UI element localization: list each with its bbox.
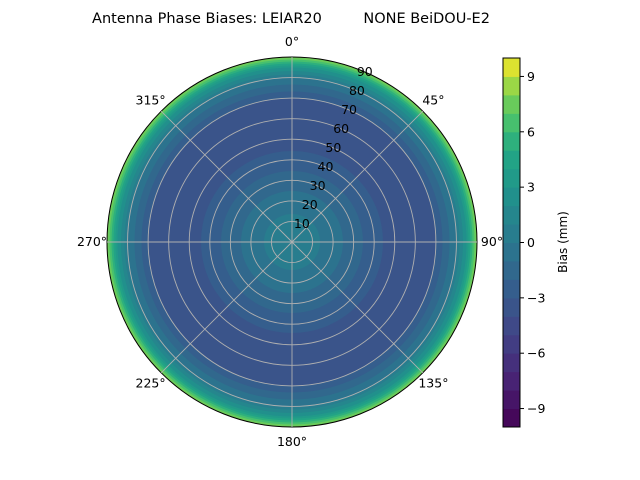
colorbar-tick-label: −3 [527, 290, 545, 305]
colorbar-segment [503, 113, 520, 133]
colorbar-segment [503, 408, 520, 428]
colorbar-segment [503, 131, 520, 151]
polar-grid [106, 56, 478, 428]
colorbar-segment [503, 260, 520, 280]
colorbar-segment [503, 316, 520, 336]
colorbar-segment [503, 334, 520, 354]
theta-tick-label: 315° [136, 93, 166, 108]
colorbar-tick-label: 0 [527, 235, 535, 250]
colorbar-segment [503, 242, 520, 262]
colorbar-segment [503, 353, 520, 373]
colorbar-segment [503, 187, 520, 207]
angular-gridline [291, 241, 424, 374]
axis-labels: 0° 45° 90° 135° 180° 225° 270° 315° 10 20 30 40 50 60… [77, 34, 503, 449]
radial-tick-label: 50 [325, 140, 341, 155]
radial-tick-label: 30 [310, 178, 326, 193]
radial-tick-label: 60 [333, 121, 349, 136]
angular-gridline [160, 110, 293, 243]
colorbar-segment [503, 224, 520, 243]
angular-gridline [291, 110, 424, 243]
colorbar-tick-label: −9 [527, 401, 545, 416]
colorbar-segment [503, 150, 520, 170]
radial-tick-label: 40 [318, 159, 334, 174]
colorbar-tick-label: 9 [527, 69, 535, 84]
colorbar-tick-label: 3 [527, 180, 535, 195]
theta-tick-label: 270° [77, 234, 107, 249]
chart-title: Antenna Phase Biases: LEIAR20 NONE BeiDO… [92, 11, 490, 27]
radial-tick-label: 20 [302, 197, 318, 212]
colorbar-segment [503, 279, 520, 299]
radial-tick-label: 90 [357, 64, 373, 79]
colorbar-segment [503, 371, 520, 391]
theta-tick-label: 180° [277, 434, 307, 449]
colorbar: −9 −6 −3 0 3 6 9 [502, 57, 545, 428]
colorbar-segment [503, 390, 520, 410]
theta-tick-label: 225° [136, 375, 166, 390]
angular-gridline [160, 241, 293, 374]
radial-tick-label: 80 [349, 83, 365, 98]
colorbar-segment [503, 205, 520, 225]
colorbar-segment [503, 297, 520, 317]
colorbar-segment [503, 94, 520, 114]
radial-tick-label: 70 [341, 102, 357, 117]
colorbar-segment [503, 76, 520, 96]
colorbar-segment [503, 168, 520, 188]
theta-tick-label: 90° [481, 234, 503, 249]
colorbar-label: Bias (mm) [556, 211, 570, 273]
colorbar-tick-label: −6 [527, 346, 545, 361]
radial-tick-label: 10 [294, 216, 310, 231]
theta-tick-label: 135° [418, 375, 448, 390]
colorbar-tick-label: 6 [527, 124, 535, 139]
theta-tick-label: 0° [285, 34, 299, 49]
theta-tick-label: 45° [422, 93, 444, 108]
colorbar-segment [503, 58, 520, 77]
